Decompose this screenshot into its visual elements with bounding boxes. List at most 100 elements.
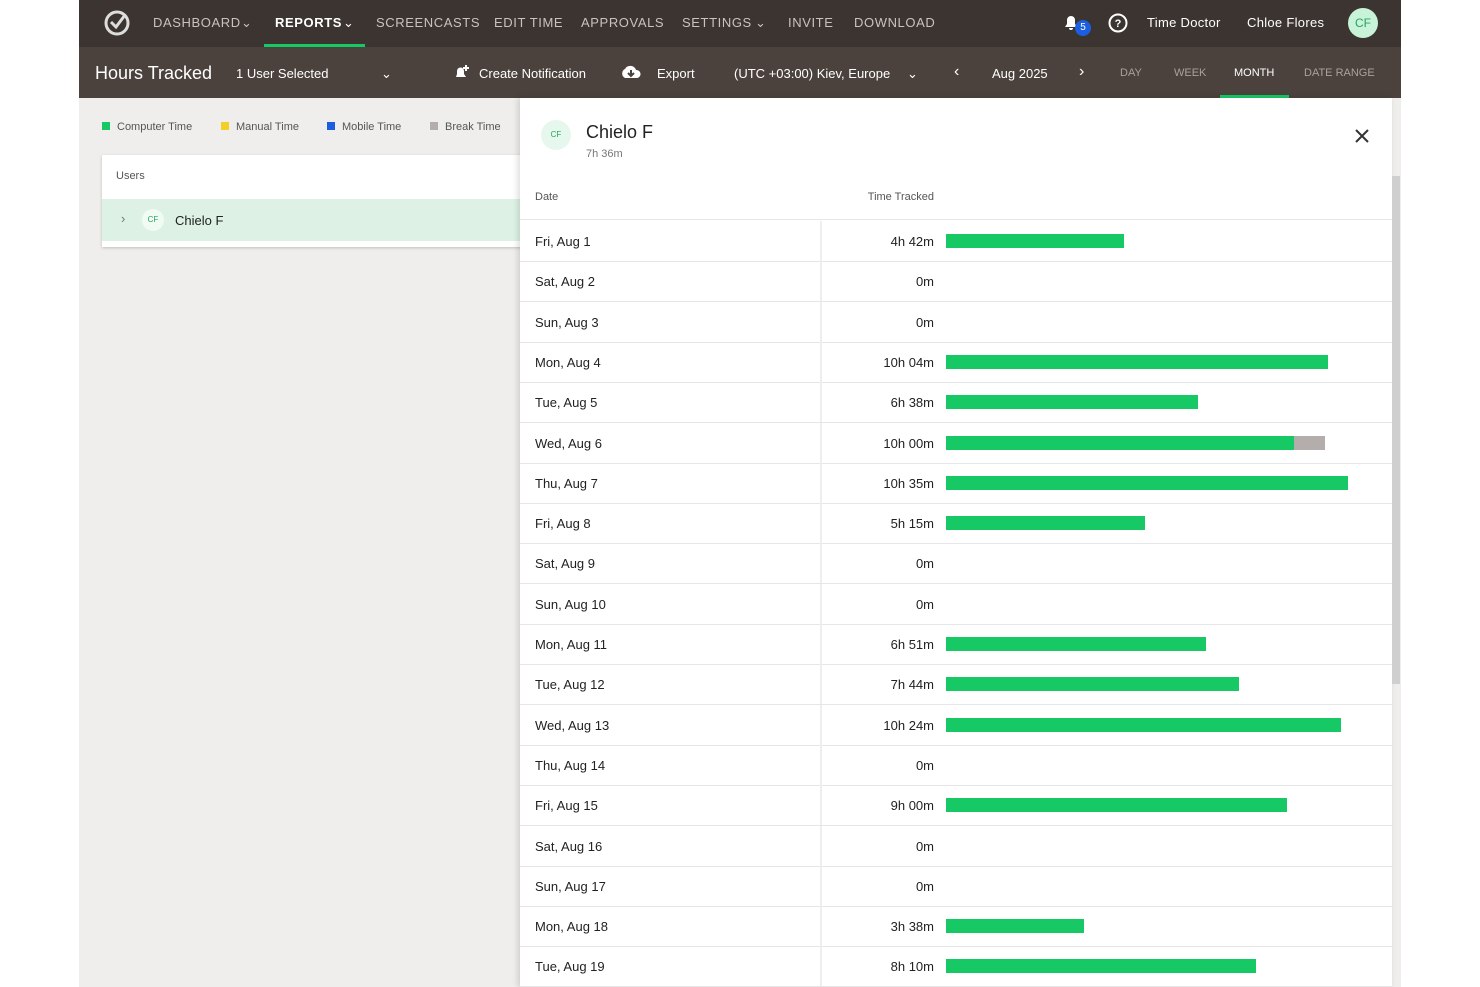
table-row[interactable]: Sat, Aug 2 0m <box>520 261 1392 303</box>
detail-avatar: CF <box>541 120 571 150</box>
date-cell: Thu, Aug 14 <box>535 757 606 773</box>
export-button[interactable]: Export <box>657 66 695 81</box>
nav-item[interactable]: SCREENCASTS <box>376 15 481 30</box>
nav-item[interactable]: DASHBOARD <box>153 15 241 30</box>
table-row[interactable]: Thu, Aug 14 0m <box>520 744 1392 786</box>
notification-badge: 5 <box>1075 20 1091 36</box>
table-row[interactable]: Fri, Aug 8 5h 15m <box>520 503 1392 545</box>
computer-time-bar <box>946 516 1146 531</box>
close-button[interactable] <box>1354 128 1370 144</box>
computer-time-bar <box>946 717 1341 732</box>
cell-divider <box>820 462 822 503</box>
legend-label: Mobile Time <box>342 121 402 133</box>
table-row[interactable]: Sun, Aug 10 0m <box>520 583 1392 625</box>
table-row[interactable]: Sun, Aug 17 0m <box>520 865 1392 907</box>
table-row[interactable]: Tue, Aug 5 6h 38m <box>520 382 1392 424</box>
table-row[interactable]: Fri, Aug 1 4h 42m <box>520 221 1392 262</box>
nav-item[interactable]: EDIT TIME <box>494 15 564 30</box>
user-row[interactable]: › CF Chielo F <box>102 199 532 241</box>
range-tab[interactable]: DAY <box>1120 67 1142 79</box>
range-tab[interactable]: WEEK <box>1174 67 1207 79</box>
table-row[interactable]: Tue, Aug 12 7h 44m <box>520 664 1392 706</box>
legend-swatch <box>102 122 110 130</box>
cell-divider <box>820 221 822 261</box>
app: DASHBOARD ⌄ REPORTS ⌄ SCREENCASTS EDIT TIM… <box>79 0 1401 987</box>
time-cell: 9h 00m <box>890 798 934 814</box>
date-cell: Sat, Aug 2 <box>535 274 595 290</box>
legend-swatch <box>221 122 229 130</box>
cell-divider <box>820 664 822 705</box>
time-cell: 0m <box>915 314 934 330</box>
time-cell: 0m <box>915 878 934 894</box>
cell-divider <box>820 825 822 866</box>
detail-panel: CF Chielo F 7h 36m Date Time Tracked Fri… <box>520 98 1400 987</box>
table-row[interactable]: Tue, Aug 19 8h 10m <box>520 946 1392 987</box>
date-cell: Tue, Aug 5 <box>535 395 598 411</box>
table-row[interactable]: Mon, Aug 4 10h 04m <box>520 341 1392 383</box>
create-notification-button[interactable]: Create Notification <box>479 66 586 81</box>
nav-item[interactable]: INVITE <box>788 15 834 30</box>
date-cell: Fri, Aug 8 <box>535 516 591 532</box>
computer-time-bar <box>946 395 1198 410</box>
table-row[interactable]: Wed, Aug 13 10h 24m <box>520 704 1392 746</box>
time-cell: 10h 00m <box>883 435 934 451</box>
legend-item: Manual Time <box>221 121 299 133</box>
range-tab[interactable]: MONTH <box>1234 67 1275 79</box>
help-icon[interactable]: ? <box>1107 12 1129 34</box>
date-cell: Fri, Aug 15 <box>535 798 598 814</box>
range-tab[interactable]: DATE RANGE <box>1304 67 1375 79</box>
cloud-icon <box>622 65 641 78</box>
logo <box>104 10 130 36</box>
date-cell: Wed, Aug 13 <box>535 717 610 733</box>
time-cell: 10h 35m <box>883 475 934 491</box>
date-cell: Fri, Aug 1 <box>535 234 591 249</box>
user-name[interactable]: Chloe Flores <box>1247 15 1325 30</box>
bell-icon[interactable] <box>1061 12 1081 32</box>
user-select[interactable]: 1 User Selected <box>236 66 329 81</box>
company-name[interactable]: Time Doctor <box>1147 15 1221 30</box>
cell-divider <box>820 624 822 664</box>
cell-divider <box>820 583 822 624</box>
time-cell: 5h 15m <box>890 516 934 532</box>
computer-time-bar <box>946 959 1256 974</box>
nav-item[interactable]: APPROVALS <box>581 15 665 30</box>
toolbar: Hours Tracked 1 User Selected ⌄ Create N… <box>79 47 1401 98</box>
date-cell: Wed, Aug 6 <box>535 435 602 451</box>
date-cell: Mon, Aug 18 <box>535 919 608 935</box>
nav-item[interactable]: DOWNLOAD <box>854 15 936 30</box>
table-row[interactable]: Thu, Aug 7 10h 35m <box>520 462 1392 504</box>
nav-item[interactable]: REPORTS <box>275 15 343 30</box>
table-row[interactable]: Mon, Aug 18 3h 38m <box>520 906 1392 948</box>
date-cell: Tue, Aug 12 <box>535 677 605 693</box>
time-cell: 0m <box>915 596 934 612</box>
cell-divider <box>820 946 822 987</box>
date-cell: Tue, Aug 19 <box>535 959 605 975</box>
active-indicator <box>264 44 365 47</box>
timezone-select[interactable]: (UTC +03:00) Kiev, Europe <box>734 66 891 81</box>
date-cell: Sun, Aug 3 <box>535 314 599 330</box>
table-row[interactable]: Sat, Aug 9 0m <box>520 543 1392 585</box>
cell-divider <box>820 865 822 906</box>
table-row[interactable]: Sun, Aug 3 0m <box>520 301 1392 343</box>
computer-time-bar <box>946 234 1125 248</box>
table-row[interactable]: Fri, Aug 15 9h 00m <box>520 785 1392 827</box>
table-row[interactable]: Mon, Aug 11 6h 51m <box>520 624 1392 665</box>
time-cell: 10h 24m <box>883 717 934 733</box>
date-cell: Sat, Aug 16 <box>535 838 603 854</box>
table-row[interactable]: Wed, Aug 6 10h 00m <box>520 422 1392 464</box>
time-cell: 10h 04m <box>883 354 934 370</box>
user-avatar[interactable]: CF <box>1348 8 1378 38</box>
nav-bar: DASHBOARD ⌄ REPORTS ⌄ SCREENCASTS EDIT TIM… <box>79 0 1401 47</box>
table-row[interactable]: Sat, Aug 16 0m <box>520 825 1392 867</box>
user-name: Chielo F <box>175 213 224 228</box>
time-cell: 6h 38m <box>890 395 934 411</box>
date-cell: Sun, Aug 17 <box>535 878 606 894</box>
date-cell: Mon, Aug 4 <box>535 354 601 370</box>
column-header: Date <box>535 191 559 203</box>
nav-item[interactable]: SETTINGS <box>682 15 752 30</box>
user-avatar: CF <box>142 209 164 231</box>
scrollbar[interactable] <box>1392 176 1400 684</box>
legend-swatch <box>430 122 438 130</box>
date-cell: Sat, Aug 9 <box>535 556 595 572</box>
